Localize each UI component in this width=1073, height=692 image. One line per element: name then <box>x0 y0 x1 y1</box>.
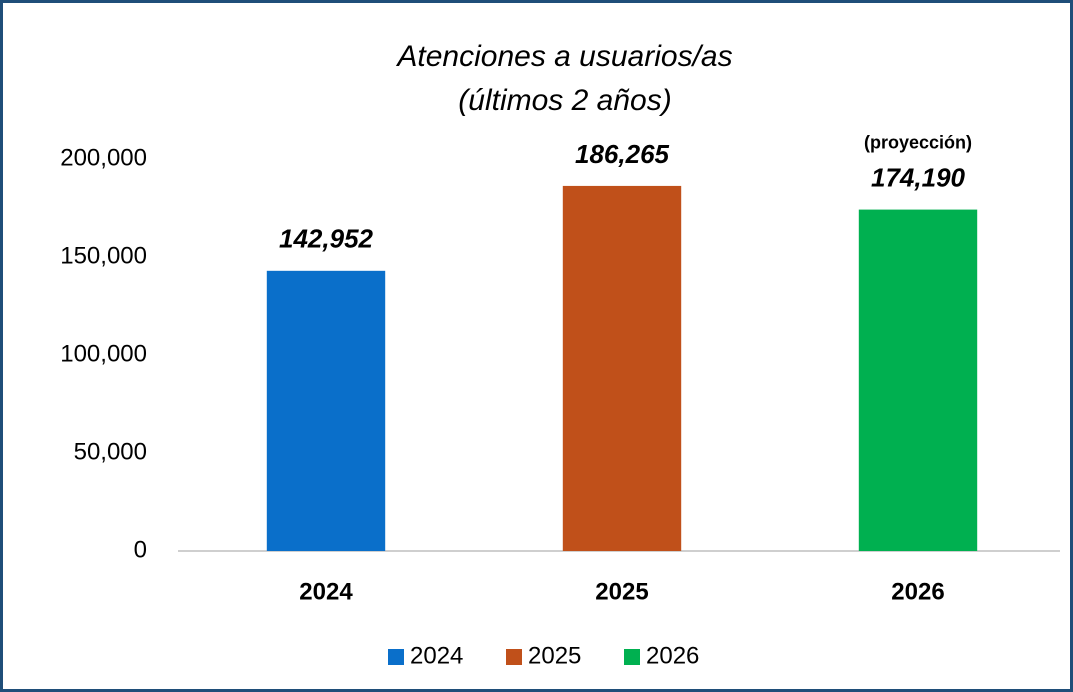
x-tick-label: 2026 <box>891 578 944 605</box>
legend-swatch <box>506 649 522 665</box>
chart-title: Atenciones a usuarios/as <box>395 40 732 73</box>
data-label: 142,952 <box>279 224 374 254</box>
legend-swatch <box>624 649 640 665</box>
data-label: 174,190 <box>871 162 966 192</box>
bar <box>266 270 386 551</box>
legend-swatch <box>388 649 404 665</box>
bar <box>858 209 978 552</box>
chart-subtitle: (últimos 2 años) <box>458 84 671 117</box>
data-label: 186,265 <box>575 139 670 169</box>
legend-label: 2024 <box>410 642 463 669</box>
x-tick-label: 2025 <box>595 578 648 605</box>
annotation: (proyección) <box>864 132 972 152</box>
y-tick-label: 100,000 <box>60 340 147 367</box>
x-tick-label: 2024 <box>299 578 353 605</box>
y-tick-label: 200,000 <box>60 144 147 171</box>
y-tick-label: 150,000 <box>60 242 147 269</box>
legend-label: 2025 <box>528 642 581 669</box>
y-tick-label: 0 <box>134 536 147 563</box>
y-tick-label: 50,000 <box>74 438 147 465</box>
legend-label: 2026 <box>646 642 699 669</box>
bar <box>562 185 682 551</box>
